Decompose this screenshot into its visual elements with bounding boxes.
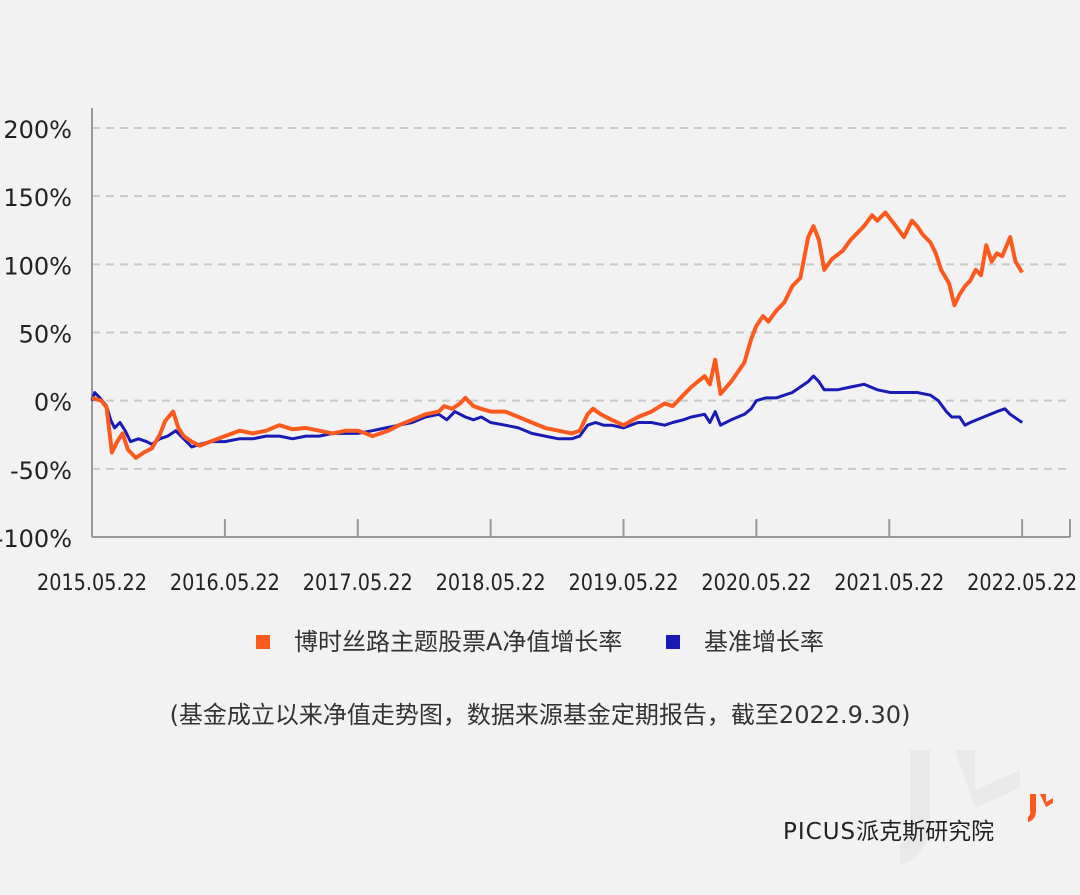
legend-swatch-fund xyxy=(255,635,270,649)
legend-label-fund: 博时丝路主题股票A净值增长率 xyxy=(293,628,623,656)
y-tick-label: -100% xyxy=(0,525,72,553)
x-tick-label: 2018.05.22 xyxy=(436,571,546,596)
watermark-logo xyxy=(900,750,1020,866)
y-tick-label: -50% xyxy=(10,457,72,485)
x-tick-label: 2015.05.22 xyxy=(37,571,147,596)
gridlines xyxy=(92,127,1070,470)
x-tick-label: 2020.05.22 xyxy=(701,571,811,596)
y-tick-label: 200% xyxy=(3,116,72,144)
brand-cjk: 派克斯研究院 xyxy=(856,819,995,845)
legend-swatch-benchmark xyxy=(666,635,681,649)
brand-latin: PICUS xyxy=(783,819,857,845)
brand-logo-text: PICUS派克斯研究院 xyxy=(783,812,994,846)
series-line-fund xyxy=(91,210,1024,460)
chart-caption: (基金成立以来净值走势图，数据来源基金定期报告，截至2022.9.30) xyxy=(169,701,911,729)
y-tick-label: 150% xyxy=(3,184,72,212)
brand-mark-icon xyxy=(1028,794,1053,822)
x-tick-label: 2016.05.22 xyxy=(170,571,280,596)
legend-label-benchmark: 基准增长率 xyxy=(704,628,825,656)
x-tick-label: 2021.05.22 xyxy=(834,571,944,596)
x-tick-label: 2022.05.22 xyxy=(967,571,1077,596)
y-tick-label: 50% xyxy=(19,321,72,349)
chart-legend: 博时丝路主题股票A净值增长率 基准增长率 xyxy=(0,622,1080,657)
x-tick-labels: 2015.05.22 2016.05.22 2017.05.22 2018.05.22… xyxy=(37,571,1077,596)
x-tick-label: 2017.05.22 xyxy=(303,571,413,596)
line-chart: 200%150%100%50%0%-50%-100% 2015.05.22 201… xyxy=(0,108,1077,596)
axes xyxy=(91,108,1071,538)
y-tick-label: 100% xyxy=(3,252,72,280)
series-lines xyxy=(90,210,1024,460)
y-tick-labels: 200% 150% 100% 50% 0% -50% -100% xyxy=(0,116,72,553)
series-line-benchmark xyxy=(90,374,1024,449)
legend-item-fund: 博时丝路主题股票A净值增长率 xyxy=(255,622,623,657)
x-tick-label: 2019.05.22 xyxy=(569,571,679,596)
y-tick-label: 0% xyxy=(34,389,72,417)
legend-item-benchmark: 基准增长率 xyxy=(666,622,824,657)
